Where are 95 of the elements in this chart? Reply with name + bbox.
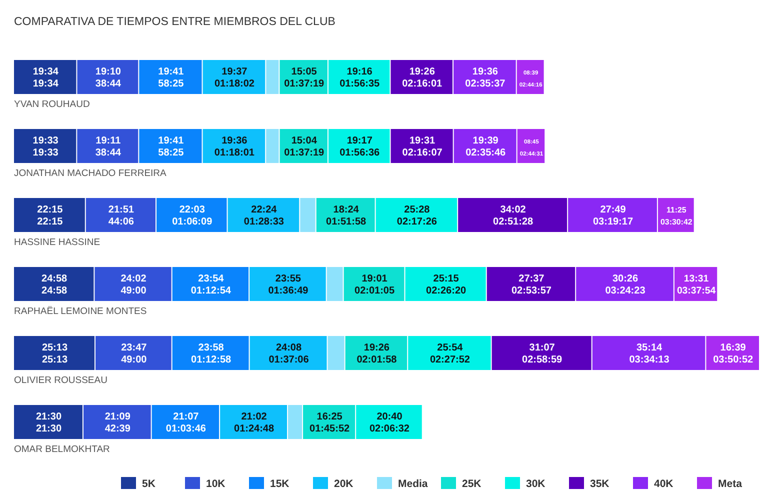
- data-label: 19:26 02:16:01: [402, 66, 443, 90]
- data-label: 30:26 03:24:23: [605, 274, 646, 296]
- data-label: 23:47 49:00: [121, 342, 148, 366]
- data-label: 19:16 01:56:35: [340, 66, 380, 90]
- bar: [300, 198, 316, 232]
- legend-label: 35K: [590, 478, 610, 490]
- data-label: 21:02 01:24:48: [234, 412, 274, 434]
- bar: [14, 129, 76, 163]
- data-label: 21:30 21:30: [36, 412, 62, 434]
- y-tick-label: JONATHAN MACHADO FERREIRA: [14, 168, 168, 179]
- legend-label: 10K: [206, 478, 226, 490]
- data-label: 34:02 02:51:28: [493, 204, 534, 228]
- data-label: 19:11 38:44: [95, 136, 122, 158]
- bar: [326, 267, 343, 301]
- data-label: 19:37 01:18:02: [214, 66, 255, 90]
- legend-label: 5K: [142, 478, 156, 490]
- y-tick-label: OMAR BELMOKHTAR: [14, 444, 110, 455]
- bar: [14, 405, 82, 439]
- data-label: 24:08 01:37:06: [268, 342, 310, 366]
- data-label: 22:24 01:28:33: [244, 204, 284, 228]
- data-label: 23:54 01:12:54: [190, 274, 232, 296]
- data-label: 19:39 02:35:46: [466, 136, 506, 158]
- bar: [266, 60, 279, 94]
- data-label: 35:14 03:34:13: [629, 342, 670, 366]
- data-label: 19:01 02:01:05: [354, 274, 395, 296]
- data-label: 19:31 02:16:07: [402, 136, 443, 158]
- legend-label: 20K: [334, 478, 354, 490]
- legend-label: 15K: [270, 478, 290, 490]
- bar: [568, 198, 657, 232]
- y-tick-label: RAPHAËL LEMOINE MONTES: [14, 306, 147, 317]
- bar: [95, 336, 172, 370]
- data-label: 18:24 01:51:58: [326, 204, 367, 228]
- legend-label: 30K: [526, 478, 546, 490]
- data-label: 27:49 03:19:17: [592, 204, 634, 228]
- bar: [592, 336, 706, 370]
- bar: [328, 336, 344, 370]
- bar: [458, 198, 568, 232]
- bar: [14, 336, 94, 370]
- bar: [576, 267, 674, 301]
- y-tick-label: YVAN ROUHAUD: [14, 99, 90, 110]
- data-label: 25:13 25:13: [42, 342, 68, 366]
- bar: [405, 267, 486, 301]
- data-label: 19:10 38:44: [95, 66, 122, 90]
- data-label: 22:03 01:06:09: [172, 204, 213, 228]
- data-label: 19:41 58:25: [158, 66, 184, 90]
- bar: [139, 60, 202, 94]
- data-label: 31:07 02:58:59: [522, 342, 563, 366]
- data-label: 22:15 22:15: [37, 204, 64, 228]
- data-label: 23:58 01:12:58: [191, 342, 232, 366]
- data-label: 19:33 19:33: [32, 136, 59, 158]
- bar: [94, 267, 172, 301]
- data-label: 19:17 01:56:36: [340, 136, 380, 158]
- data-label: 27:37 02:53:57: [511, 274, 552, 296]
- data-label: 19:41 58:25: [158, 136, 184, 158]
- bar: [266, 129, 279, 163]
- bar: [486, 267, 576, 301]
- data-label: 13:31 03:37:54: [676, 274, 716, 296]
- data-label: 20:40 02:06:32: [369, 412, 410, 434]
- data-label: 25:28 02:17:26: [396, 204, 438, 228]
- data-label: 16:25 01:45:52: [310, 412, 350, 434]
- data-label: 19:36 02:35:37: [465, 66, 506, 90]
- y-tick-label: HASSINE HASSINE: [14, 237, 100, 248]
- legend-label: 25K: [462, 478, 482, 490]
- bar: [14, 198, 85, 232]
- bar: [250, 336, 327, 370]
- legend-label: Meta: [718, 478, 742, 490]
- data-label: 25:54 02:27:52: [430, 342, 470, 366]
- data-label: 19:26 02:01:58: [356, 342, 398, 366]
- bar: [408, 336, 491, 370]
- data-label: 15:04 01:37:19: [284, 136, 325, 158]
- data-label: 15:05 01:37:19: [284, 66, 325, 90]
- bar: [86, 198, 156, 232]
- bar: [77, 129, 138, 163]
- data-label: 16:39 03:50:52: [713, 342, 754, 366]
- bar: [288, 405, 302, 439]
- data-label: 21:51 44:06: [108, 204, 134, 228]
- data-label: 19:36 01:18:01: [214, 136, 255, 158]
- data-label: 19:34 19:34: [32, 66, 59, 90]
- bar: [492, 336, 592, 370]
- bar: [14, 60, 76, 94]
- legend-label: Media: [398, 478, 428, 490]
- chart-title: COMPARATIVA DE TIEMPOS ENTRE MIEMBROS DEL CLUB: [14, 16, 336, 28]
- bar: [14, 267, 94, 301]
- data-label: 24:58 24:58: [42, 274, 68, 296]
- data-label: 21:09 42:39: [104, 412, 131, 434]
- data-label: 21:07 01:03:46: [166, 412, 206, 434]
- bar: [376, 198, 458, 232]
- data-label: 24:02 49:00: [120, 274, 147, 296]
- bar: [139, 129, 202, 163]
- bar: [83, 405, 151, 439]
- data-label: 25:15 02:26:20: [426, 274, 467, 296]
- data-label: 23:55 01:36:49: [268, 274, 309, 296]
- y-tick-label: OLIVIER ROUSSEAU: [14, 375, 108, 386]
- legend-label: 40K: [654, 478, 674, 490]
- bar: [77, 60, 138, 94]
